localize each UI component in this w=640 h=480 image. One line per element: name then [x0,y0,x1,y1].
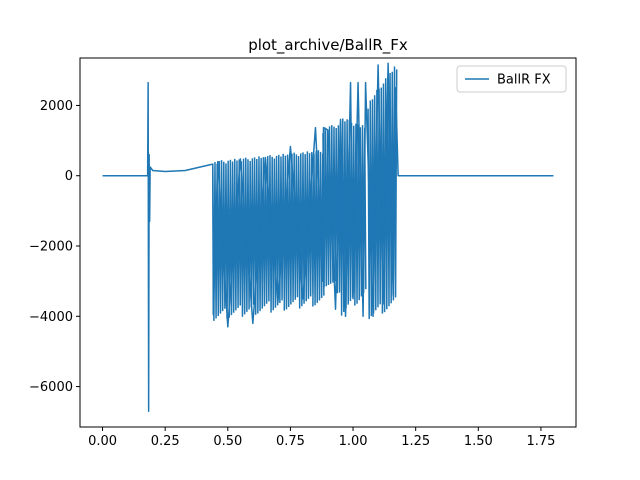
x-tick-label: 0.25 [151,434,180,449]
chart-title: plot_archive/BallR_Fx [248,36,408,55]
x-tick-label: 1.00 [339,434,368,449]
legend-box [456,65,567,93]
plot-area: 0.00 0.25 0.50 0.75 1.00 1.25 1.50 1.75 −6000 −40… [29,57,577,449]
x-tick-label: 1.25 [401,434,430,449]
x-tick-label: 0.75 [276,434,305,449]
y-tick-label: 2000 [40,99,73,114]
y-tick-label: −4000 [29,310,73,325]
y-tick-label: −2000 [29,240,73,255]
y-tick-label: −6000 [29,380,73,395]
x-tick-label: 0.50 [213,434,242,449]
y-tick-label: 0 [65,169,73,184]
legend-label: BallR FX [497,73,551,88]
series-line [102,62,554,412]
series-group [102,62,554,412]
x-tick-label: 1.50 [464,434,493,449]
legend: BallR FX [456,65,567,93]
x-tick-label: 1.75 [526,434,555,449]
axes-frame [79,57,577,428]
x-tick-label: 0.00 [88,434,117,449]
